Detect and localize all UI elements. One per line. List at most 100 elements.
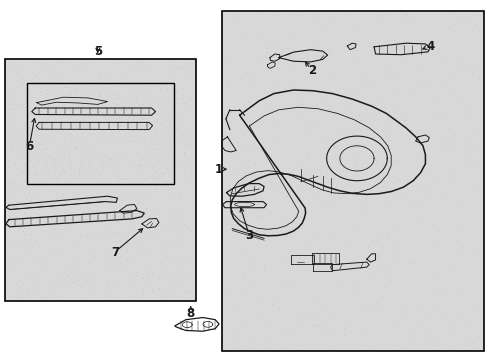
Point: [264, 269, 272, 275]
Point: [60, 216, 67, 222]
Point: [306, 247, 314, 253]
Point: [5, 183, 13, 189]
Point: [309, 184, 317, 189]
Point: [383, 120, 391, 126]
Point: [381, 200, 389, 206]
Point: [456, 259, 464, 265]
Point: [293, 162, 301, 168]
Point: [127, 115, 135, 121]
Point: [10, 119, 18, 125]
Point: [427, 263, 435, 269]
Point: [101, 114, 108, 120]
Point: [6, 206, 14, 211]
Point: [15, 226, 22, 231]
Point: [260, 172, 267, 177]
Point: [16, 153, 24, 159]
Point: [51, 163, 59, 168]
Point: [325, 45, 333, 51]
Point: [38, 149, 45, 155]
Point: [425, 246, 433, 252]
Point: [443, 343, 450, 349]
Point: [146, 246, 154, 251]
Point: [337, 288, 345, 293]
Point: [65, 92, 73, 98]
Point: [115, 176, 123, 181]
Point: [370, 338, 378, 343]
Point: [448, 166, 456, 172]
Point: [337, 205, 345, 211]
Point: [387, 90, 395, 95]
Point: [139, 286, 147, 292]
Point: [76, 154, 84, 160]
Point: [325, 106, 333, 112]
Point: [22, 157, 30, 162]
Point: [57, 123, 64, 129]
Point: [418, 112, 426, 118]
Point: [104, 105, 112, 111]
Point: [160, 145, 168, 151]
Point: [162, 153, 170, 159]
Point: [100, 262, 107, 268]
Point: [152, 94, 160, 100]
Point: [111, 265, 119, 270]
Point: [93, 267, 101, 273]
Point: [45, 179, 53, 184]
Point: [415, 155, 423, 161]
Point: [61, 167, 68, 173]
Point: [432, 94, 440, 99]
Point: [428, 112, 436, 118]
Point: [226, 203, 234, 209]
Point: [258, 115, 266, 121]
Point: [67, 92, 75, 98]
Point: [134, 161, 142, 167]
Point: [155, 285, 163, 291]
Point: [349, 163, 357, 169]
Point: [48, 188, 56, 194]
Point: [148, 223, 156, 229]
Point: [61, 219, 69, 224]
Point: [47, 281, 55, 287]
Point: [94, 123, 102, 129]
Point: [137, 112, 145, 117]
Point: [291, 11, 299, 17]
Point: [337, 174, 345, 180]
Point: [48, 89, 56, 94]
Point: [125, 114, 133, 120]
Point: [163, 117, 170, 123]
Point: [87, 208, 95, 214]
Point: [183, 155, 190, 161]
Point: [311, 266, 319, 272]
Point: [330, 113, 338, 119]
Point: [253, 261, 261, 267]
Point: [280, 345, 287, 350]
Point: [256, 147, 264, 153]
Point: [71, 146, 79, 152]
Point: [117, 223, 124, 229]
Point: [186, 288, 194, 294]
Point: [139, 255, 147, 260]
Point: [240, 14, 247, 20]
Point: [121, 95, 128, 101]
Point: [22, 250, 30, 256]
Point: [155, 253, 163, 258]
Point: [244, 345, 252, 350]
Point: [276, 190, 284, 196]
Point: [183, 160, 191, 166]
Point: [165, 169, 173, 175]
Point: [59, 167, 66, 173]
Point: [110, 81, 118, 86]
Point: [72, 79, 80, 85]
Point: [317, 163, 325, 169]
Point: [130, 261, 138, 266]
Point: [183, 255, 191, 260]
Point: [91, 270, 99, 276]
Point: [381, 69, 389, 75]
Point: [29, 94, 37, 100]
Point: [108, 141, 116, 147]
Point: [474, 26, 482, 32]
Point: [347, 122, 355, 127]
Point: [77, 175, 85, 181]
Point: [234, 14, 242, 20]
Point: [229, 309, 237, 314]
Point: [353, 151, 361, 157]
